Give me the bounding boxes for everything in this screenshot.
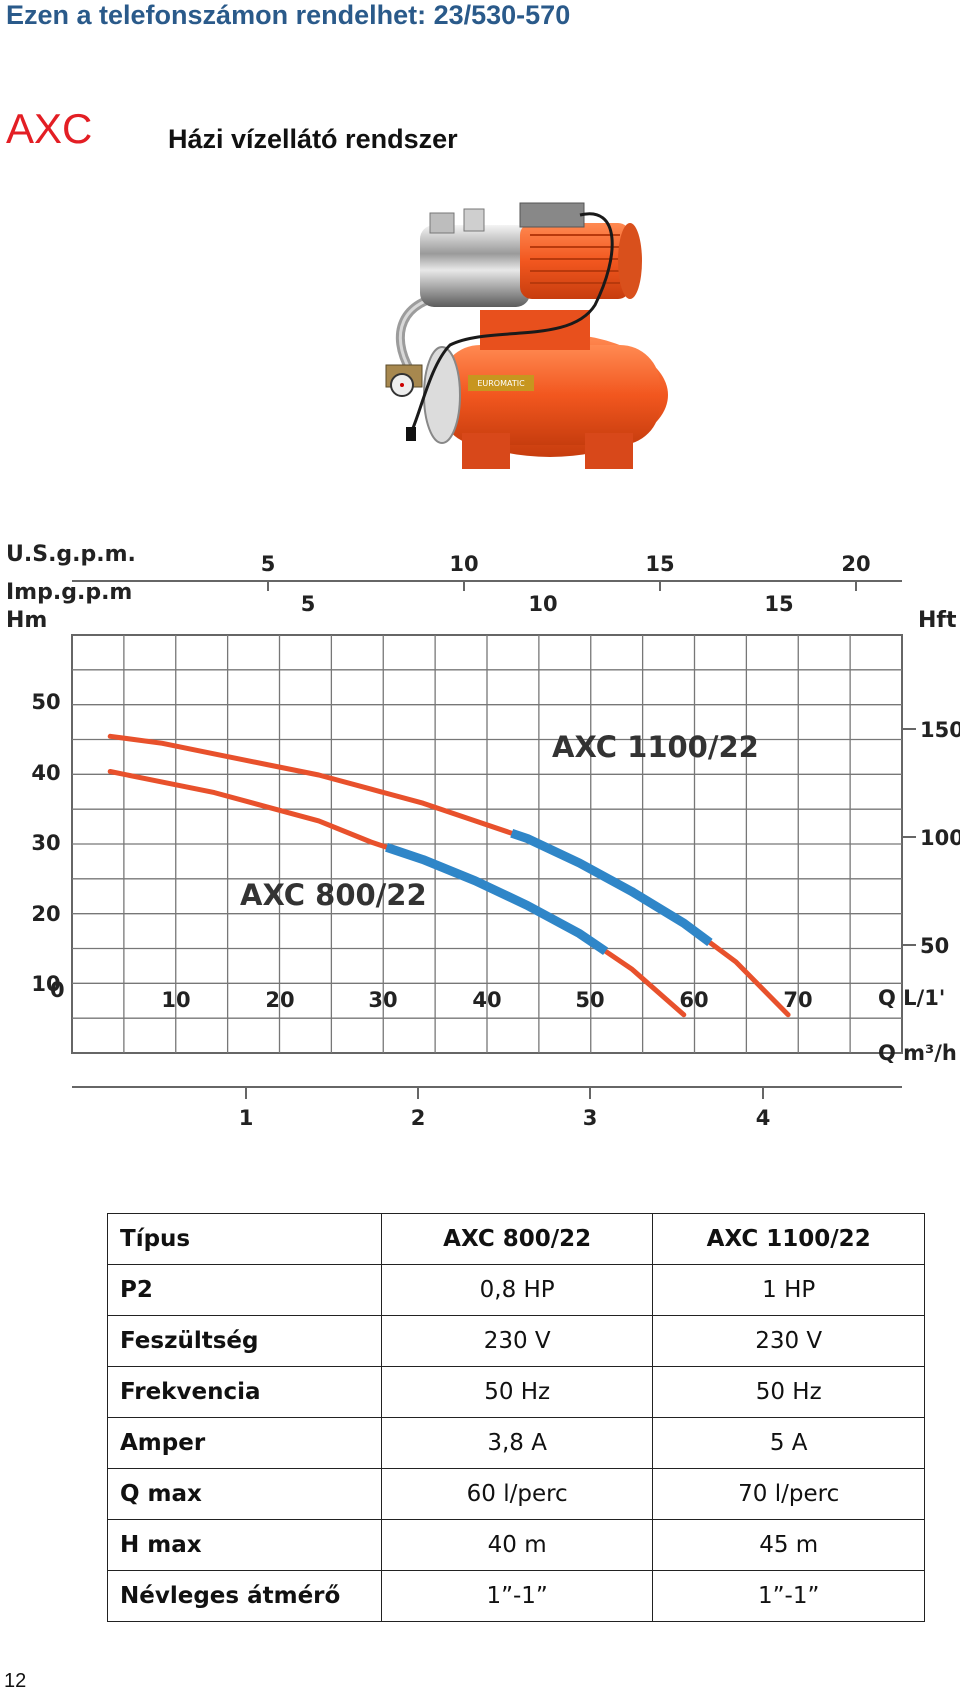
row-label: Típus <box>107 1213 382 1265</box>
y-tick-ft: 100 <box>920 826 960 850</box>
top-tick-usgpm: 15 <box>645 552 674 576</box>
table-row: P2 0,8 HP 1 HP <box>107 1264 925 1316</box>
table-row: Névleges átmérő 1”-1” 1”-1” <box>107 1570 925 1622</box>
row-label: Amper <box>107 1417 382 1469</box>
x-tick-lpm: 10 <box>161 988 190 1012</box>
chart-grid <box>71 634 903 1054</box>
phone-order-line: Ezen a telefonszámon rendelhet: 23/530-5… <box>6 0 571 30</box>
table-row: Frekvencia 50 Hz 50 Hz <box>107 1366 925 1418</box>
model-name: AXC <box>6 105 93 152</box>
top-tick-usgpm: 5 <box>261 552 276 576</box>
table-row: H max 40 m 45 m <box>107 1519 925 1571</box>
pump-product-image: EUROMATIC <box>385 202 668 469</box>
x-tick-m3h: 1 <box>239 1106 254 1130</box>
series-label-axc1100: AXC 1100/22 <box>552 730 759 764</box>
product-subtitle: Házi vízellátó rendszer <box>168 124 458 154</box>
y-tick-m: 40 <box>31 761 60 785</box>
table-row: Amper 3,8 A 5 A <box>107 1417 925 1469</box>
x-tick-m3h: 3 <box>583 1106 598 1130</box>
cell-axc800: 60 l/perc <box>380 1468 654 1520</box>
cell-axc800: 230 V <box>380 1315 654 1367</box>
pump-performance-chart: 10 20 30 40 50 60 70 1 2 3 4 5 10 15 20 5 10 15 10 20 30 40 50… <box>6 542 960 1130</box>
x-tick-m3h: 2 <box>411 1106 426 1130</box>
x-tick-lpm: 40 <box>472 988 501 1012</box>
row-label: H max <box>107 1519 382 1571</box>
cell-axc800: 3,8 A <box>380 1417 654 1469</box>
chart-curves <box>107 733 791 1018</box>
axis-label-hm: Hm <box>6 608 47 633</box>
y-tick-ft: 50 <box>920 934 949 958</box>
page-number: 12 <box>4 1670 27 1692</box>
cell-axc1100: 70 l/perc <box>652 1468 925 1520</box>
top-tick-impgpm: 5 <box>301 592 316 616</box>
cell-axc800: 0,8 HP <box>380 1264 654 1316</box>
cell-axc800: 50 Hz <box>380 1366 654 1418</box>
x-tick-lpm: 60 <box>679 988 708 1012</box>
spec-table: Típus AXC 800/22 AXC 1100/22 P2 0,8 HP 1… <box>107 1213 925 1622</box>
cell-axc800: 1”-1” <box>380 1570 654 1622</box>
axis-label-usgpm: U.S.g.p.m. <box>6 542 136 567</box>
cell-axc1100: 230 V <box>652 1315 925 1367</box>
y-tick-m: 30 <box>31 831 60 855</box>
axis-label-m3h: Q m³/h <box>878 1041 957 1065</box>
x-tick-lpm: 70 <box>783 988 812 1012</box>
y-tick-ft: 150 <box>920 718 960 742</box>
cell-axc800: 40 m <box>380 1519 654 1571</box>
y-tick-m: 50 <box>31 690 60 714</box>
chart-ticks: 10 20 30 40 50 60 70 1 2 3 4 5 10 15 20 5 10 15 10 20 30 40 50… <box>31 552 960 1130</box>
axis-label-origin: 0 <box>50 978 65 1002</box>
y-tick-m: 20 <box>31 902 60 926</box>
cell-axc1100: 5 A <box>652 1417 925 1469</box>
col-axc800: AXC 800/22 <box>380 1213 654 1265</box>
series-label-axc800: AXC 800/22 <box>240 878 427 912</box>
axis-label-hft: Hft <box>918 608 957 633</box>
y-tick-m: 10 <box>31 972 60 996</box>
axis-label-lpm: Q L/1' <box>878 986 945 1010</box>
cell-axc1100: 50 Hz <box>652 1366 925 1418</box>
col-axc1100: AXC 1100/22 <box>652 1213 925 1265</box>
table-row: Q max 60 l/perc 70 l/perc <box>107 1468 925 1520</box>
row-label: P2 <box>107 1264 382 1316</box>
row-label: Feszültség <box>107 1315 382 1367</box>
top-tick-usgpm: 10 <box>449 552 478 576</box>
axis-label-impgpm: Imp.g.p.m <box>6 580 132 605</box>
operating-range-axc1100 <box>510 828 713 947</box>
cell-axc1100: 45 m <box>652 1519 925 1571</box>
operating-range-axc800 <box>385 843 609 956</box>
x-tick-m3h: 4 <box>756 1106 771 1130</box>
cell-axc1100: 1”-1” <box>652 1570 925 1622</box>
brand-logo: EUROMATIC <box>477 379 525 388</box>
table-row: Típus AXC 800/22 AXC 1100/22 <box>107 1213 925 1265</box>
row-label: Q max <box>107 1468 382 1520</box>
top-tick-impgpm: 10 <box>528 592 557 616</box>
x-tick-lpm: 50 <box>575 988 604 1012</box>
table-row: Feszültség 230 V 230 V <box>107 1315 925 1367</box>
top-tick-impgpm: 15 <box>764 592 793 616</box>
row-label: Névleges átmérő <box>107 1570 382 1622</box>
top-tick-usgpm: 20 <box>841 552 870 576</box>
row-label: Frekvencia <box>107 1366 382 1418</box>
x-tick-lpm: 30 <box>368 988 397 1012</box>
x-tick-lpm: 20 <box>265 988 294 1012</box>
cell-axc1100: 1 HP <box>652 1264 925 1316</box>
